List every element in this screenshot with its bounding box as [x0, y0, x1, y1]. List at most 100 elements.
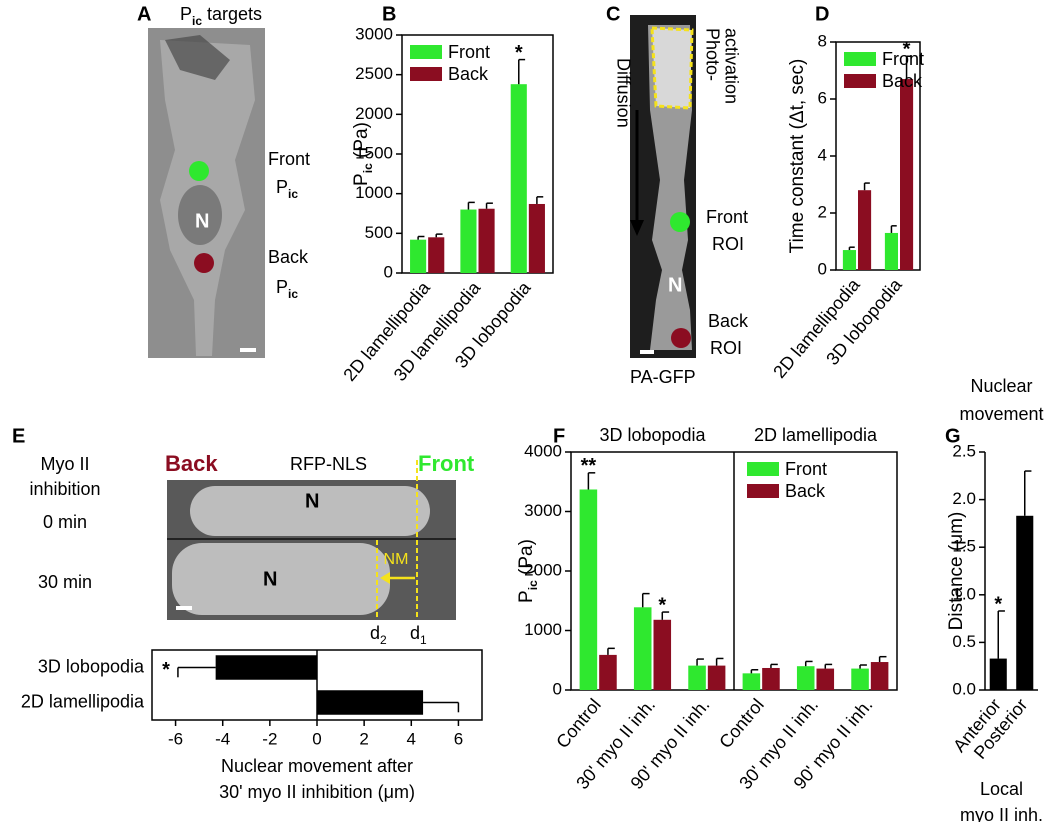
group-label: 2D lamellipodia	[754, 425, 878, 445]
y-axis-label: Pic (Pa)	[351, 122, 375, 186]
nucleus-label: N	[305, 490, 319, 512]
bar	[1016, 515, 1034, 690]
back-pic-label: Pic	[276, 277, 298, 301]
y-tick-label: 2D lamellipodia	[21, 691, 145, 711]
error-bar	[536, 196, 544, 204]
front-label: Front	[268, 149, 310, 169]
bar	[579, 489, 598, 690]
panel-letter: B	[382, 3, 396, 25]
annotation: *	[515, 42, 523, 64]
bar	[478, 208, 495, 273]
legend-label: Back	[448, 64, 489, 84]
panel-c-caption: PA-GFP	[630, 367, 696, 387]
channel-label: RFP-NLS	[290, 454, 367, 474]
bar	[215, 655, 317, 680]
treatment-label: inhibition	[29, 479, 100, 499]
error-bar	[848, 246, 855, 251]
front-roi-label: Front	[706, 207, 748, 227]
label-part: P	[351, 173, 372, 186]
nucleus-label: N	[263, 568, 277, 590]
photoactivation-label: activation	[721, 28, 741, 104]
d2-label: d2	[370, 623, 387, 647]
label-subscript: ic	[361, 163, 375, 173]
error-bar	[905, 55, 912, 80]
front-label: Front	[418, 451, 475, 476]
title-subscript: ic	[192, 14, 202, 28]
x-axis-label: Nuclear movement after	[221, 756, 413, 776]
legend-swatch	[747, 462, 779, 476]
x-tick-label: 4	[407, 729, 416, 748]
annotation: *	[658, 594, 666, 616]
label-part: P	[516, 590, 537, 603]
y-tick-label: 2.5	[952, 441, 976, 460]
y-axis-label: Distance (μm)	[946, 512, 967, 631]
error-bar	[863, 182, 870, 191]
legend-swatch	[747, 484, 779, 498]
error-bar	[890, 225, 897, 233]
error-bar	[587, 472, 596, 490]
y-tick-label: 0.5	[952, 632, 976, 651]
legend-label: Back	[882, 71, 923, 91]
label-subscript: ic	[526, 580, 540, 590]
error-bar	[467, 201, 475, 210]
bar	[410, 239, 427, 273]
label-part: d	[370, 623, 380, 643]
chart-title: movement	[959, 404, 1043, 424]
y-tick-label: 8	[818, 31, 827, 50]
x-tick-label: 6	[454, 729, 463, 748]
annotation: *	[903, 39, 911, 61]
bar	[900, 79, 914, 270]
bar	[884, 232, 898, 270]
back-roi-label: ROI	[710, 338, 742, 358]
y-axis-label: Time constant (Δt, sec)	[787, 59, 808, 254]
x-axis-label: 30' myo II inhibition (μm)	[219, 782, 415, 802]
x-tick-label: -2	[262, 729, 277, 748]
y-tick-label: 2000	[524, 560, 562, 579]
y-tick-label: 2000	[355, 104, 393, 123]
front-pic-label: Pic	[276, 177, 298, 201]
label-part: P	[276, 277, 288, 297]
legend-label: Front	[882, 49, 924, 69]
bar	[816, 668, 835, 690]
error-bar	[859, 664, 867, 669]
bar	[707, 665, 726, 690]
label-subscript: 2	[380, 633, 387, 647]
panel-letter: A	[137, 3, 151, 25]
error-bar	[661, 611, 670, 620]
title-part: targets	[202, 4, 262, 24]
panel-a-title: Pic targets	[180, 4, 262, 28]
panel-a-image	[148, 28, 265, 358]
chart-title: Nuclear	[970, 376, 1032, 396]
panel-letter: E	[12, 425, 25, 447]
y-tick-label: 4	[818, 145, 827, 164]
d1-label: d1	[410, 623, 427, 647]
x-tick-label: -4	[215, 729, 230, 748]
bar	[528, 203, 545, 273]
bar	[599, 654, 617, 690]
time-label: 0 min	[43, 512, 87, 532]
label-part: d	[410, 623, 420, 643]
bar	[842, 250, 856, 270]
panel-letter: F	[553, 425, 565, 447]
y-tick-label: 1000	[355, 183, 393, 202]
y-tick-label: 0	[818, 259, 827, 278]
y-tick-label: 1000	[524, 620, 562, 639]
annotation: **	[581, 455, 597, 477]
bar	[510, 84, 527, 273]
panel-c-image	[630, 15, 696, 358]
y-tick-label: 1500	[355, 143, 393, 162]
y-tick-label: 3000	[524, 501, 562, 520]
error-bar	[804, 660, 813, 667]
label-subscript: ic	[288, 187, 298, 201]
back-roi-label: Back	[708, 311, 749, 331]
back-label: Back	[165, 451, 218, 476]
error-bar	[177, 666, 216, 678]
y-tick-label: 2	[818, 202, 827, 221]
bar	[851, 668, 869, 690]
x-tick-label: Control	[552, 695, 605, 752]
error-bar	[607, 647, 615, 655]
group-label: 3D lobopodia	[599, 425, 706, 445]
error-bar	[1024, 470, 1032, 516]
legend-label: Front	[785, 459, 827, 479]
y-tick-label: 6	[818, 88, 827, 107]
